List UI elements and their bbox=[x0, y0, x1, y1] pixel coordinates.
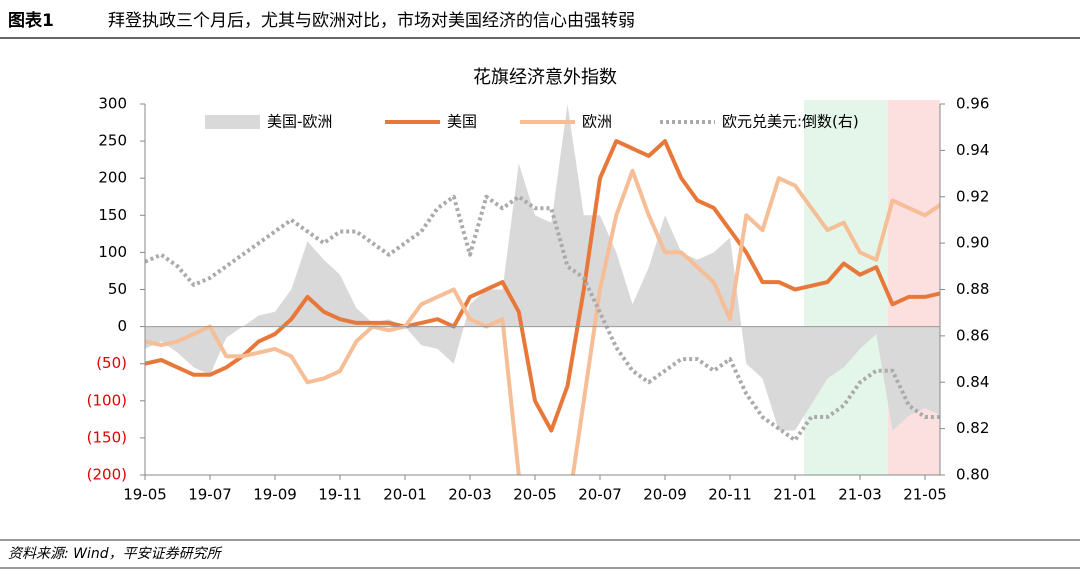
y2-tick-label: 0.88 bbox=[956, 280, 989, 298]
y2-tick-label: 0.96 bbox=[956, 95, 989, 113]
y-tick-label: (100) bbox=[87, 391, 127, 409]
highlight-band bbox=[804, 100, 888, 475]
y-tick-label: 300 bbox=[98, 95, 127, 113]
legend-label: 欧元兑美元:倒数(右) bbox=[722, 113, 859, 131]
y2-tick-label: 0.92 bbox=[956, 187, 989, 205]
x-tick-label: 20-03 bbox=[448, 486, 492, 504]
x-tick-label: 21-01 bbox=[773, 486, 817, 504]
line-series bbox=[145, 194, 940, 443]
legend-label: 美国 bbox=[447, 113, 477, 131]
chart-title: 花旗经济意外指数 bbox=[473, 67, 617, 88]
legend-label: 欧洲 bbox=[582, 113, 612, 131]
legend-swatch bbox=[205, 115, 260, 129]
y2-tick-label: 0.84 bbox=[956, 373, 989, 391]
x-tick-label: 19-05 bbox=[123, 486, 167, 504]
x-tick-label: 20-11 bbox=[708, 486, 752, 504]
x-tick-label: 20-05 bbox=[513, 486, 557, 504]
y-tick-label: (150) bbox=[87, 428, 127, 446]
x-tick-label: 19-11 bbox=[318, 486, 362, 504]
y2-tick-label: 0.82 bbox=[956, 419, 989, 437]
figure-label: 图表1 bbox=[8, 10, 54, 31]
y-tick-label: 150 bbox=[98, 206, 127, 224]
x-tick-label: 19-07 bbox=[188, 486, 232, 504]
area-series bbox=[145, 104, 940, 431]
x-tick-label: 20-07 bbox=[578, 486, 622, 504]
y2-tick-label: 0.80 bbox=[956, 466, 989, 484]
y2-tick-label: 0.90 bbox=[956, 234, 989, 252]
line-series bbox=[145, 168, 940, 475]
y-tick-label: 100 bbox=[98, 243, 127, 261]
figure-title: 拜登执政三个月后，尤其与欧洲对比，市场对美国经济的信心由强转弱 bbox=[108, 11, 635, 31]
x-tick-label: 20-09 bbox=[643, 486, 687, 504]
y-tick-label: (50) bbox=[96, 354, 127, 372]
x-tick-label: 21-05 bbox=[903, 486, 947, 504]
y2-tick-label: 0.86 bbox=[956, 326, 989, 344]
y2-tick-label: 0.94 bbox=[956, 141, 989, 159]
legend-label: 美国-欧洲 bbox=[267, 113, 332, 131]
y-tick-label: (200) bbox=[87, 466, 127, 484]
x-tick-label: 20-01 bbox=[383, 486, 427, 504]
y-tick-label: 250 bbox=[98, 132, 127, 150]
x-tick-label: 21-03 bbox=[838, 486, 882, 504]
y-tick-label: 50 bbox=[108, 280, 127, 298]
source: 资料来源: Wind，平安证券研究所 bbox=[8, 546, 223, 562]
y-tick-label: 0 bbox=[117, 317, 127, 335]
x-tick-label: 19-09 bbox=[253, 486, 297, 504]
y-tick-label: 200 bbox=[98, 169, 127, 187]
line-series bbox=[145, 139, 940, 433]
